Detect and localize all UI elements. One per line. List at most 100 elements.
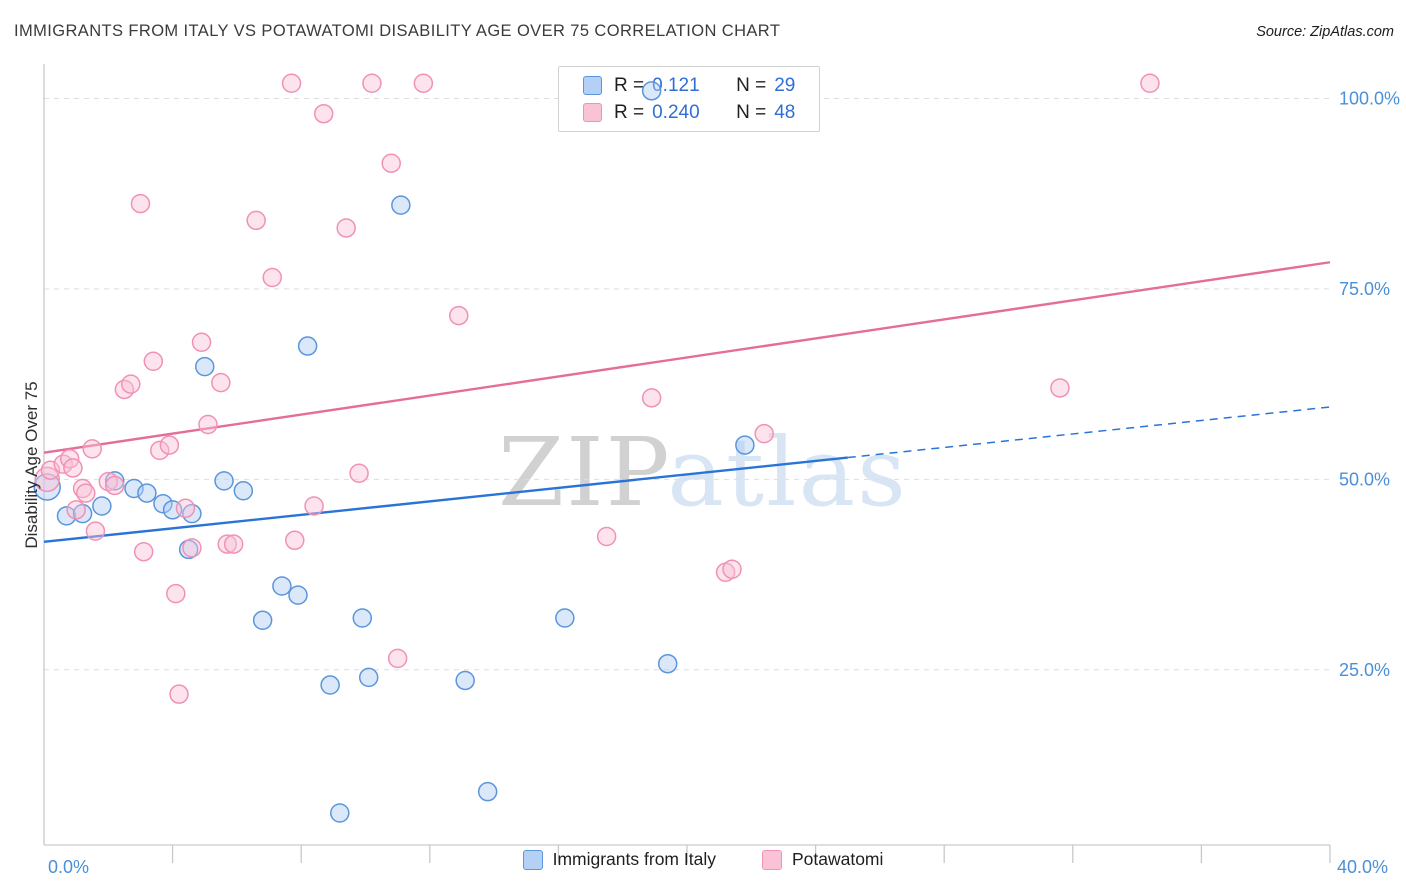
scatter-point-potawatomi <box>76 483 96 503</box>
y-tick-label: 100.0% <box>1339 88 1400 108</box>
scatter-point-potawatomi <box>1140 73 1160 93</box>
legend-item-potawatomi: Potawatomi <box>761 849 884 870</box>
scatter-point-potawatomi <box>191 332 212 352</box>
scatter-point-potawatomi <box>40 460 61 480</box>
scatter-point-potawatomi <box>211 372 231 393</box>
scatter-point-italy <box>162 500 183 520</box>
scatter-point-italy <box>178 539 199 560</box>
scatter-point-potawatomi <box>387 648 408 669</box>
scatter-point-potawatomi <box>149 440 170 461</box>
scatter-point-italy <box>153 493 173 514</box>
y-axis-label: Disability Age Over 75 <box>22 381 41 549</box>
scatter-point-potawatomi <box>175 498 196 519</box>
scatter-point-potawatomi <box>217 534 238 554</box>
scatter-point-potawatomi <box>143 351 164 372</box>
r-label: R = <box>614 74 645 96</box>
scatter-point-potawatomi <box>53 454 74 474</box>
scatter-point-italy <box>477 781 498 802</box>
scatter-point-potawatomi <box>381 153 401 173</box>
scatter-point-italy <box>104 471 125 491</box>
trend-line-potawatomi <box>43 261 1331 454</box>
italy-swatch-icon <box>522 849 543 870</box>
scatter-point-italy <box>657 653 678 674</box>
scatter-point-italy <box>124 478 144 499</box>
scatter-point-potawatomi <box>262 267 283 288</box>
scatter-point-potawatomi <box>85 521 106 541</box>
scatter-point-italy <box>252 610 273 631</box>
scatter-point-potawatomi <box>313 103 334 124</box>
correlation-legend: R = 0.121 N = 29 R = 0.240 N = 48 <box>558 66 820 132</box>
scatter-point-italy <box>735 435 755 455</box>
scatter-point-italy <box>455 670 475 691</box>
scatter-point-potawatomi <box>641 388 662 408</box>
n-label: N = <box>736 101 767 123</box>
italy-swatch-icon <box>583 76 602 95</box>
scatter-point-potawatomi <box>413 73 434 93</box>
scatter-point-italy <box>288 585 308 605</box>
source-credit: Source: ZipAtlas.com <box>1256 24 1394 40</box>
r-label: R = <box>614 101 645 123</box>
scatter-point-potawatomi <box>223 534 244 554</box>
scatter-point-potawatomi <box>159 435 180 455</box>
scatter-point-potawatomi <box>130 193 151 214</box>
scatter-point-potawatomi <box>198 414 218 435</box>
r-value-potawatomi: 0.240 <box>652 101 700 123</box>
scatter-point-potawatomi <box>166 583 186 604</box>
scatter-point-italy <box>297 336 318 356</box>
scatter-point-potawatomi <box>66 500 86 520</box>
chart-title: IMMIGRANTS FROM ITALY VS POTAWATOMI DISA… <box>14 22 781 40</box>
watermark-zip: ZIP <box>498 418 668 528</box>
scatter-point-potawatomi <box>182 538 202 558</box>
scatter-point-italy <box>72 503 93 524</box>
scatter-point-italy <box>330 803 350 823</box>
legend-row-potawatomi: R = 0.240 N = 48 <box>583 102 819 124</box>
scatter-point-italy <box>391 195 411 215</box>
n-label: N = <box>736 74 767 96</box>
scatter-point-potawatomi <box>1050 378 1070 398</box>
scatter-point-potawatomi <box>362 73 382 93</box>
scatter-point-italy <box>92 496 112 516</box>
scatter-point-potawatomi <box>133 541 154 562</box>
scatter-point-italy <box>358 667 379 688</box>
scatter-point-potawatomi <box>285 530 305 551</box>
scatter-point-potawatomi <box>72 478 93 499</box>
legend-row-italy: R = 0.121 N = 29 <box>583 75 819 97</box>
watermark-atlas: atlas <box>667 418 908 528</box>
scatter-point-italy <box>56 506 77 526</box>
series-legend: Immigrants from Italy Potawatomi <box>0 849 1406 870</box>
scatter-point-potawatomi <box>98 471 119 492</box>
scatter-point-potawatomi <box>121 374 141 394</box>
scatter-point-potawatomi <box>715 562 736 583</box>
scatter-point-potawatomi <box>448 305 469 326</box>
scatter-point-potawatomi <box>722 559 742 579</box>
scatter-point-italy <box>555 608 575 628</box>
scatter-point-potawatomi <box>63 458 83 478</box>
scatter-point-italy <box>195 356 215 377</box>
n-value-potawatomi: 48 <box>774 101 796 123</box>
legend-label-potawatomi: Potawatomi <box>791 849 884 869</box>
trend-line-extension-italy <box>847 406 1331 459</box>
scatter-point-italy <box>137 483 157 503</box>
scatter-point-potawatomi <box>82 439 102 459</box>
scatter-point-potawatomi <box>246 210 266 231</box>
trend-line-italy <box>43 456 848 544</box>
watermark: ZIPatlas <box>0 418 1406 528</box>
scatter-point-potawatomi <box>104 475 125 496</box>
r-value-italy: 0.121 <box>652 74 700 96</box>
scatter-point-potawatomi <box>349 463 369 484</box>
scatter-point-italy <box>233 481 254 501</box>
legend-label-italy: Immigrants from Italy <box>552 849 716 869</box>
scatter-point-italy <box>272 576 292 596</box>
scatter-point-potawatomi <box>169 684 189 704</box>
potawatomi-swatch-icon <box>761 849 782 870</box>
scatter-point-potawatomi <box>281 73 302 93</box>
legend-item-italy: Immigrants from Italy <box>522 849 716 870</box>
scatter-point-potawatomi <box>754 423 774 444</box>
scatter-point-italy <box>352 608 373 628</box>
scatter-point-italy <box>214 471 234 491</box>
y-tick-label: 75.0% <box>1339 279 1390 299</box>
scatter-point-potawatomi <box>596 526 617 547</box>
y-tick-label: 25.0% <box>1339 660 1390 680</box>
potawatomi-swatch-icon <box>583 103 602 122</box>
